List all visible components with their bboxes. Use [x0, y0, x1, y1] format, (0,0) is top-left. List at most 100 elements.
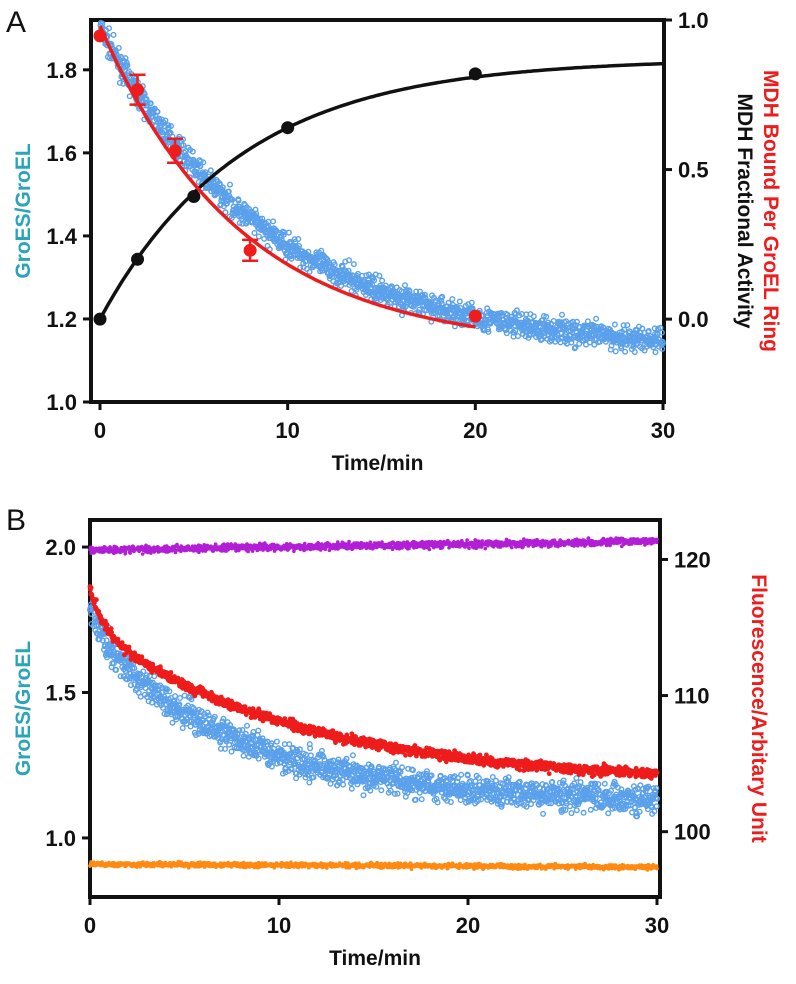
groes-groel-point [235, 197, 242, 204]
bound-point [93, 29, 107, 43]
y-right-axis-label: Fluorescence/Arbitary Unit [747, 574, 770, 842]
groes-groel-point [545, 319, 552, 326]
groes-groel-point [468, 299, 475, 306]
groes-groel-point [402, 282, 409, 289]
activity-point [281, 121, 295, 135]
groes-groel-point [154, 108, 161, 115]
groes-groel-point [382, 282, 389, 289]
y-left-tick-label: 1.4 [46, 224, 77, 249]
groes-groel-point [624, 322, 631, 329]
control-low-point [325, 866, 329, 870]
groes-groel-point [513, 307, 520, 314]
groes-groel-point [176, 695, 183, 702]
groes-groel-point [105, 25, 112, 32]
groes-groel-point [645, 328, 652, 335]
groes-groel-point [295, 235, 302, 242]
x-tick-label: 0 [84, 913, 96, 938]
x-tick-label: 20 [463, 418, 487, 443]
control-high-point [480, 539, 485, 543]
panel-a: 0 10 20 301.01.21.41.61.80.00.51.0Time/minG… [12, 8, 782, 475]
activity-point [468, 67, 482, 81]
groes-groel-point [485, 326, 492, 333]
groes-groel-point [611, 321, 618, 328]
groes-groel-point [270, 218, 277, 225]
groes-groel-point [166, 688, 173, 695]
control-high-point [233, 542, 237, 546]
control-high-point [521, 544, 525, 549]
control-high-point [510, 545, 514, 550]
groes-groel-point [228, 748, 235, 755]
y-left-axis-label: GroES/GroEL [12, 143, 35, 279]
groes-groel-point [530, 313, 537, 320]
plot-frame [89, 18, 666, 404]
groes-groel-point [255, 233, 262, 240]
groes-groel-point [123, 59, 130, 66]
control-high-point [427, 547, 432, 552]
groes-groel-point [240, 752, 247, 759]
groes-groel-point [296, 242, 303, 249]
groes-groel-point [120, 80, 127, 87]
groes-groel-point [503, 330, 510, 337]
groes-groel-point [243, 722, 250, 729]
groes-groel-point [151, 673, 158, 680]
y-right-tick-label: 100 [674, 820, 711, 845]
groes-groel-point [189, 148, 196, 155]
groes-groel-point [406, 288, 413, 295]
x-tick-label: 30 [645, 913, 669, 938]
groes-groel-point [456, 298, 463, 305]
groes-groel-point [557, 319, 564, 326]
control-high-point [655, 537, 659, 542]
groes-groel-point [591, 323, 598, 330]
activity-point [131, 252, 145, 266]
bound-point [131, 83, 145, 97]
groes-groel-point [306, 268, 313, 275]
y-left-tick-label: 1.5 [45, 681, 76, 706]
groes-groel-point [512, 327, 519, 334]
groes-groel-point [572, 344, 579, 351]
control-high-point [347, 539, 351, 544]
groes-groel-point [176, 701, 183, 708]
groes-groel-point [559, 311, 566, 318]
panel-label-a: A [6, 6, 26, 39]
groes-groel-point [165, 122, 172, 129]
groes-groel-point [200, 159, 207, 166]
groes-groel-point [623, 341, 630, 348]
activity-point [187, 189, 201, 203]
x-tick-label: 20 [456, 913, 480, 938]
panel-label-b: B [6, 504, 26, 537]
y-left-axis-label: GroES/GroEL [12, 641, 35, 777]
groes-groel-point [126, 93, 133, 100]
groes-groel-point [350, 261, 357, 268]
groes-groel-point [207, 167, 214, 174]
groes-groel-point [515, 333, 522, 340]
groes-groel-point [229, 196, 236, 203]
control-high-point [467, 546, 471, 551]
groes-groel-point [658, 329, 665, 336]
groes-groel-point [113, 667, 120, 674]
control-high-point [483, 546, 488, 551]
groes-groel-point [285, 229, 292, 236]
groes-groel-point [432, 297, 439, 304]
groes-groel-point [622, 348, 629, 355]
groes-groel-point [122, 55, 129, 62]
groes-groel-point [180, 142, 187, 149]
groes-groel-point [593, 315, 600, 322]
bound-fit-curve [98, 25, 476, 329]
control-high-point [465, 538, 469, 542]
groes-groel-point [445, 299, 452, 306]
control-low-point [409, 867, 414, 871]
y-right-axis-label-activity: MDH Fractional Activity [733, 94, 756, 329]
y-right-tick-label: 0.5 [678, 158, 709, 183]
groes-groel-point [600, 324, 607, 331]
groes-groel-point [485, 328, 492, 335]
groes-groel-point [421, 291, 428, 298]
groes-groel-point [449, 296, 456, 303]
control-high-point [140, 552, 145, 556]
groes-groel-point [331, 261, 338, 268]
x-tick-label: 30 [651, 418, 675, 443]
groes-groel-point [221, 745, 228, 752]
x-axis-label: Time/min [329, 947, 421, 970]
activity-fit-curve [98, 61, 664, 320]
y-left-tick-label: 1.8 [46, 58, 77, 83]
y-right-tick-label: 110 [674, 684, 710, 709]
